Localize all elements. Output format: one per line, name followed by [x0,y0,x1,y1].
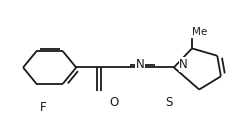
Text: Me: Me [192,27,207,37]
Text: S: S [165,96,173,109]
Text: N: N [179,58,188,71]
Text: F: F [40,101,47,114]
Text: O: O [109,96,118,109]
Text: N: N [136,58,144,71]
